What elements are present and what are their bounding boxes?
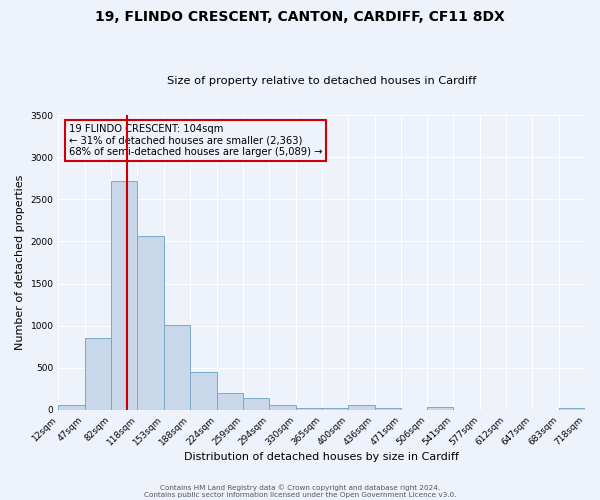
Text: 19, FLINDO CRESCENT, CANTON, CARDIFF, CF11 8DX: 19, FLINDO CRESCENT, CANTON, CARDIFF, CF… [95,10,505,24]
Bar [559,408,585,410]
Bar [164,325,190,410]
Bar [242,398,269,410]
Title: Size of property relative to detached houses in Cardiff: Size of property relative to detached ho… [167,76,476,86]
Bar [348,404,374,410]
Text: Contains HM Land Registry data © Crown copyright and database right 2024.: Contains HM Land Registry data © Crown c… [160,484,440,491]
Bar [85,338,110,410]
X-axis label: Distribution of detached houses by size in Cardiff: Distribution of detached houses by size … [184,452,459,462]
Bar [427,406,453,410]
Bar [269,406,296,410]
Bar [58,406,85,410]
Text: 19 FLINDO CRESCENT: 104sqm
← 31% of detached houses are smaller (2,363)
68% of s: 19 FLINDO CRESCENT: 104sqm ← 31% of deta… [69,124,322,157]
Bar [374,408,401,410]
Bar [137,236,164,410]
Bar [110,181,137,410]
Bar [296,408,322,410]
Bar [322,408,348,410]
Y-axis label: Number of detached properties: Number of detached properties [15,175,25,350]
Text: Contains public sector information licensed under the Open Government Licence v3: Contains public sector information licen… [144,492,456,498]
Bar [190,372,217,410]
Bar [217,392,242,410]
